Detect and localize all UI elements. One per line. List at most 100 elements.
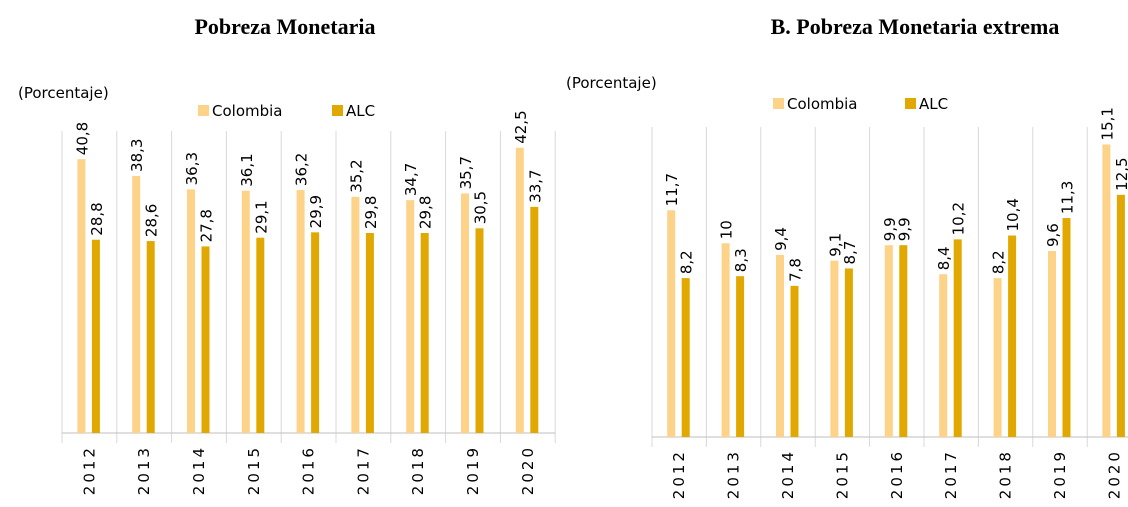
value-label: 8,2 [990,250,1008,274]
value-label: 28,8 [88,202,106,235]
bar [461,193,469,433]
bar [515,147,524,433]
bar [91,239,100,433]
y-axis-label: (Porcentaje) [566,74,657,92]
bar [790,285,799,437]
x-tick-label: 2018 [409,445,427,495]
value-label: 33,7 [526,169,544,202]
bar [939,274,948,437]
bar [953,239,962,437]
x-tick-label: 2019 [464,445,482,495]
value-label: 36,3 [183,152,201,185]
value-label: 9,4 [772,227,790,251]
bar [1008,235,1017,437]
x-tick-label: 2016 [888,449,906,499]
value-label: 28,6 [143,204,161,237]
y-axis-label: (Porcentaje) [18,84,109,102]
bar [1062,218,1071,437]
x-tick-label: 2020 [1105,449,1123,499]
value-label: 8,7 [841,241,859,265]
value-label: 36,2 [293,153,311,186]
bar [365,233,374,433]
bar [667,210,676,437]
bar [296,190,305,433]
value-label: 9,1 [826,233,844,257]
bar [830,260,839,437]
value-label: 29,8 [417,196,435,229]
value-label: 10,4 [1004,198,1022,231]
value-label: 9,6 [1044,223,1062,247]
value-label: 10 [718,220,736,239]
bar [530,206,539,433]
x-tick-label: 2015 [833,449,851,499]
legend-swatch [905,98,916,109]
value-label: 12,5 [1113,157,1128,190]
x-tick-label: 2012 [670,449,688,499]
value-label: 27,8 [198,209,216,242]
value-label: 9,9 [881,217,899,241]
bar [201,246,210,433]
x-tick-label: 2014 [190,445,208,495]
legend-swatch [198,105,209,116]
value-label: 7,8 [787,258,805,282]
bar [993,278,1002,437]
legend-label: Colombia [787,95,858,113]
bar [1102,144,1111,437]
bar [899,245,908,437]
x-tick-label: 2013 [135,445,153,495]
bar [146,241,155,433]
value-label: 42,5 [512,110,530,143]
value-label: 11,7 [663,173,681,206]
bar [884,245,893,437]
x-tick-label: 2017 [354,445,372,495]
bar [256,237,265,433]
x-tick-label: 2020 [519,445,537,495]
bar [721,243,730,437]
chart-title: B. Pobreza Monetaria extrema [771,14,1060,39]
legend-label: ALC [346,102,375,120]
bar [77,159,86,434]
bar [241,190,250,433]
legend-swatch [773,98,784,109]
bar [844,268,853,437]
x-tick-label: 2014 [779,449,797,499]
value-label: 15,1 [1098,107,1116,140]
value-label: 10,2 [950,202,968,235]
value-label: 29,1 [252,200,270,233]
bar [475,228,484,433]
bar [187,189,195,433]
legend-label: Colombia [212,102,283,120]
x-tick-label: 2012 [80,445,98,495]
value-label: 38,3 [128,139,146,172]
value-label: 35,7 [457,156,475,189]
x-tick-label: 2016 [300,445,318,495]
bar [132,175,141,433]
bar [681,278,690,437]
x-tick-label: 2017 [942,449,960,499]
legend-label: ALC [919,95,948,113]
value-label: 8,3 [732,248,750,272]
value-label: 36,1 [238,153,256,186]
value-label: 35,2 [347,159,365,192]
value-label: 30,5 [472,191,490,224]
bar [311,232,320,433]
bar [736,276,745,437]
bar [406,200,415,433]
x-tick-label: 2015 [245,445,263,495]
bar [1048,251,1056,437]
value-label: 29,9 [307,195,325,228]
legend-swatch [332,105,343,116]
x-tick-label: 2018 [997,449,1015,499]
x-tick-label: 2013 [725,449,743,499]
x-tick-label: 2019 [1051,449,1069,499]
value-label: 8,4 [935,246,953,270]
value-label: 8,2 [678,250,696,274]
chart-title: Pobreza Monetaria [194,14,375,39]
bar [776,254,784,437]
value-label: 29,8 [362,196,380,229]
bar [420,233,429,433]
value-label: 9,9 [895,217,913,241]
value-label: 40,8 [73,122,91,155]
bar [1116,194,1125,437]
